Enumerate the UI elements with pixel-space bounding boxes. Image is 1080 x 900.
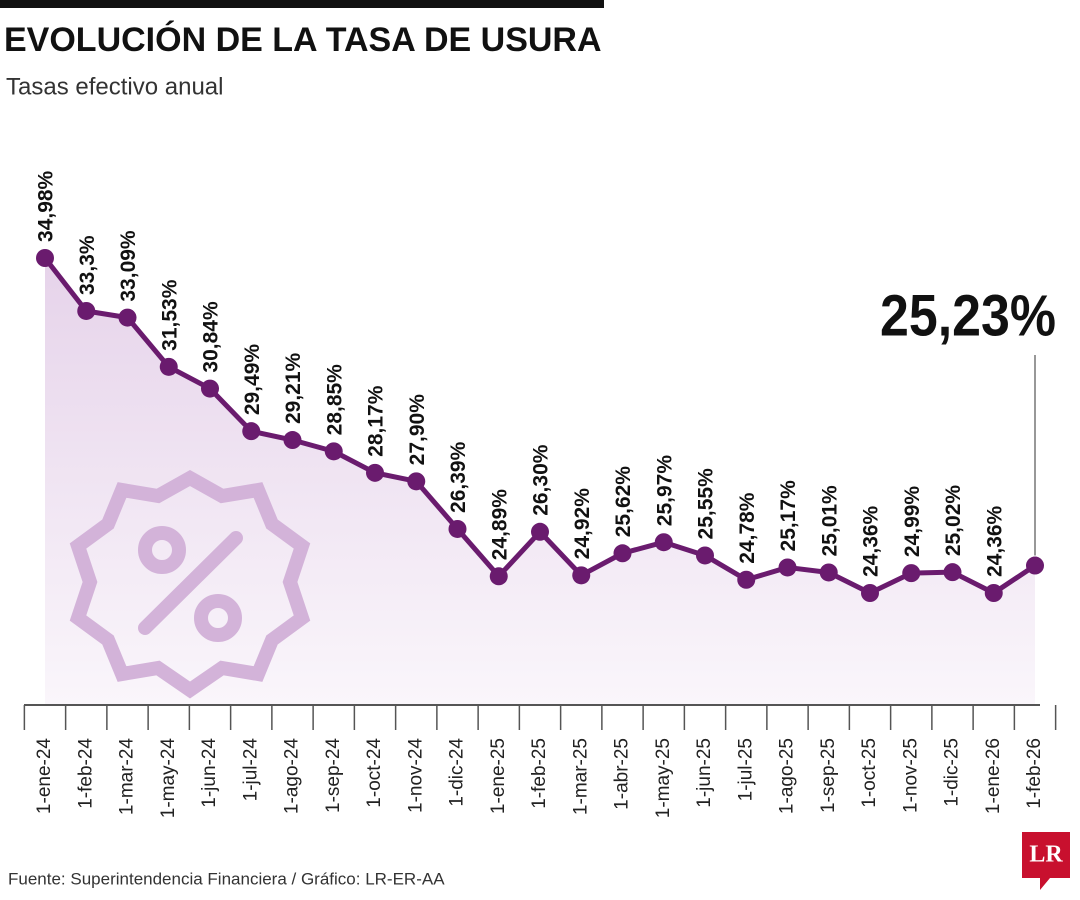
- x-tick-label: 1-may-24: [158, 738, 179, 819]
- x-tick-label: 1-nov-25: [900, 738, 921, 813]
- value-label: 26,30%: [530, 444, 553, 516]
- marker: [201, 379, 219, 398]
- marker: [283, 431, 302, 450]
- x-tick-label: 1-feb-24: [75, 738, 96, 809]
- x-tick-label: 1-jul-24: [240, 738, 261, 802]
- x-tick-label: 1-ene-26: [983, 738, 1004, 814]
- value-label: 24,36%: [983, 505, 1006, 577]
- value-label: 24,78%: [736, 492, 759, 564]
- marker: [36, 249, 54, 267]
- x-tick-label: 1-dic-25: [942, 738, 963, 807]
- value-label: 24,36%: [860, 505, 883, 577]
- value-label: 30,84%: [200, 301, 223, 373]
- value-label: 33,3%: [76, 235, 99, 295]
- marker: [572, 566, 591, 585]
- x-tick-label: 1-ago-24: [282, 738, 303, 814]
- marker: [778, 558, 797, 577]
- marker: [531, 522, 549, 541]
- marker: [77, 301, 96, 320]
- marker: [118, 308, 137, 327]
- marker: [943, 563, 962, 582]
- value-label: 25,17%: [777, 480, 800, 552]
- value-label: 25,97%: [653, 455, 676, 527]
- marker: [489, 567, 508, 586]
- value-label: 24,99%: [901, 486, 924, 558]
- marker: [324, 442, 343, 461]
- x-tick-label: 1-sep-24: [323, 738, 344, 813]
- marker: [366, 463, 384, 482]
- x-tick-label: 1-ene-24: [34, 738, 55, 814]
- x-tick-label: 1-may-25: [653, 738, 674, 818]
- marker: [242, 422, 261, 441]
- marker: [159, 357, 178, 376]
- x-tick-label: 1-jun-24: [199, 738, 220, 808]
- x-tick-label: 1-nov-24: [405, 738, 426, 813]
- x-tick-label: 1-jul-25: [735, 738, 756, 801]
- value-label: 34,98%: [35, 170, 58, 242]
- value-label: 31,53%: [158, 279, 181, 351]
- marker: [696, 546, 714, 565]
- value-label: 29,49%: [241, 344, 264, 416]
- subtitle: Tasas efectivo anual: [6, 73, 223, 100]
- source: Fuente: Superintendencia Financiera / Gr…: [8, 869, 445, 888]
- value-label: 24,92%: [571, 488, 594, 560]
- x-tick-label: 1-mar-24: [117, 738, 138, 816]
- x-tick-label: 1-oct-25: [859, 738, 880, 808]
- marker: [613, 544, 632, 563]
- x-tick-label: 1-ene-25: [488, 738, 509, 814]
- logo-box: [1022, 832, 1070, 890]
- marker: [737, 570, 756, 589]
- value-label: 28,85%: [323, 364, 346, 436]
- marker: [861, 584, 879, 602]
- value-label: 28,17%: [365, 385, 388, 457]
- value-label: 27,90%: [406, 394, 429, 466]
- x-tick-label: 1-oct-24: [364, 738, 385, 808]
- value-label: 25,62%: [612, 466, 635, 538]
- logo: LR: [1029, 842, 1063, 868]
- marker: [448, 519, 467, 538]
- marker: [1026, 556, 1044, 575]
- value-label: 24,89%: [488, 489, 511, 561]
- title: EVOLUCIÓN DE LA TASA DE USURA: [4, 21, 602, 59]
- marker: [984, 584, 1003, 602]
- value-label: 25,55%: [695, 468, 718, 540]
- value-label: 25,02%: [942, 485, 965, 557]
- x-tick-label: 1-dic-24: [447, 738, 468, 807]
- marker: [902, 564, 921, 583]
- value-label: 29,21%: [282, 352, 305, 424]
- x-tick-label: 1-sep-25: [818, 738, 839, 813]
- top-bar: [0, 0, 604, 8]
- x-tick-label: 1-feb-25: [529, 738, 550, 809]
- marker: [819, 563, 838, 582]
- x-tick-label: 1-feb-26: [1024, 738, 1045, 809]
- x-tick-label: 1-jun-25: [694, 738, 715, 808]
- value-label: 33,09%: [117, 230, 140, 302]
- percent-badge: [69, 469, 311, 699]
- x-tick-label: 1-ago-25: [777, 738, 798, 814]
- value-label: 25,01%: [818, 485, 841, 557]
- x-tick-label: 1-mar-25: [570, 738, 591, 815]
- marker: [654, 533, 673, 552]
- x-tick-label: 1-abr-25: [612, 738, 633, 810]
- marker: [407, 472, 426, 491]
- value-label: 26,39%: [447, 441, 470, 513]
- value-label-highlight: 25,23%: [880, 283, 1056, 348]
